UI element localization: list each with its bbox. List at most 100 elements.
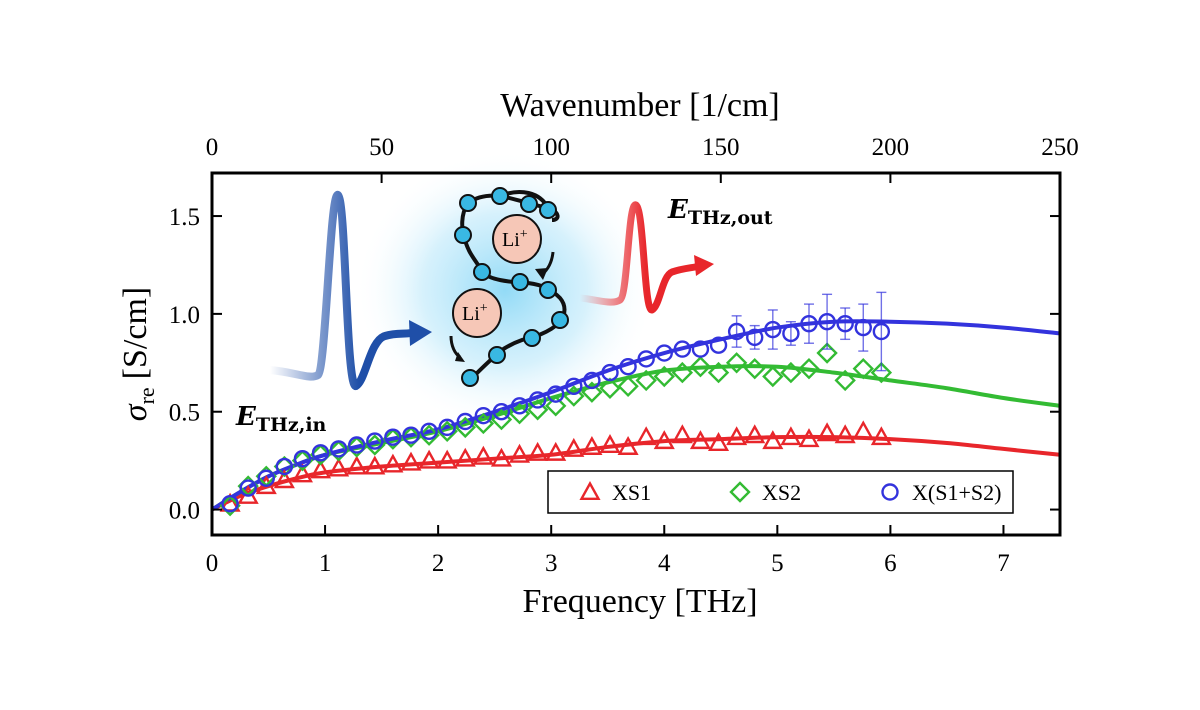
data-point-triangle xyxy=(816,422,838,442)
li-ion-label: Li+ xyxy=(462,301,488,325)
data-point-circle xyxy=(655,344,673,362)
data-point-triangle xyxy=(436,449,458,469)
data-point-triangle xyxy=(852,420,874,440)
data-point-circle xyxy=(854,318,872,337)
data-point-triangle xyxy=(798,428,820,448)
data-point-diamond xyxy=(219,494,241,517)
data-point-triangle xyxy=(328,457,350,477)
data-point-circle xyxy=(257,469,275,487)
data-point-triangle xyxy=(545,441,567,461)
x-tick-label: 4 xyxy=(658,550,671,577)
axis-ticks: 0 1 2 3 4 5 6 7 0 50 100 150 200 250 0.0 0.5 1.0 1.5 xyxy=(169,134,1079,577)
data-point-triangle xyxy=(563,437,585,457)
data-point-diamond xyxy=(418,424,440,446)
data-point-circle xyxy=(565,377,583,395)
li-ion-label: Li+ xyxy=(502,227,528,251)
data-point-diamond xyxy=(563,385,585,407)
data-point-diamond xyxy=(725,352,748,374)
data-point-diamond xyxy=(545,395,567,417)
x-tick-label: 6 xyxy=(884,550,897,577)
data-point-triangle xyxy=(653,430,675,450)
x-top-tick-label: 250 xyxy=(1041,134,1079,161)
molecule-illustration: Li+ Li+ ETHz,in ETHz,out xyxy=(235,150,773,436)
data-point-circle xyxy=(348,436,366,454)
data-point-circle xyxy=(510,397,529,415)
data-point-triangle xyxy=(762,430,784,450)
data-point-circle xyxy=(601,363,619,382)
data-point-triangle xyxy=(870,426,892,446)
data-point-triangle xyxy=(509,443,531,463)
outgoing-arrow-head xyxy=(694,255,714,276)
x-top-tick-label: 0 xyxy=(206,134,219,161)
x-top-tick-label: 100 xyxy=(532,134,570,161)
data-markers xyxy=(219,291,893,517)
x-top-tick-label: 50 xyxy=(369,134,394,161)
x-tick-label: 7 xyxy=(997,550,1010,577)
data-point-diamond xyxy=(291,449,314,472)
data-point-circle xyxy=(872,322,891,341)
data-point-circle xyxy=(709,336,728,354)
x-top-tick-label: 150 xyxy=(702,134,740,161)
legend-label: XS2 xyxy=(762,480,801,505)
data-point-circle xyxy=(492,403,511,421)
data-point-circle xyxy=(293,449,312,468)
data-point-circle xyxy=(619,358,637,376)
legend-marker-triangle xyxy=(579,481,601,500)
data-point-circle xyxy=(583,371,601,390)
data-point-triangle xyxy=(635,426,657,446)
data-point-triangle xyxy=(346,455,368,475)
data-point-triangle xyxy=(310,459,332,479)
data-point-circle xyxy=(637,350,655,368)
legend-box xyxy=(547,470,1014,514)
data-point-diamond xyxy=(382,428,404,450)
data-point-circle xyxy=(528,391,547,409)
data-point-triangle xyxy=(671,424,693,444)
data-point-diamond xyxy=(671,361,694,384)
data-point-diamond xyxy=(744,357,766,380)
data-point-triangle xyxy=(454,447,476,467)
data-point-circle xyxy=(402,426,420,444)
data-point-circle xyxy=(764,320,782,339)
data-point-circle xyxy=(547,385,565,403)
data-point-diamond xyxy=(327,440,350,462)
outgoing-pulse-wave xyxy=(576,201,704,314)
y-axis-title: σre[S/cm] xyxy=(117,287,159,421)
data-point-circle xyxy=(275,457,294,476)
data-point-triangle xyxy=(689,430,711,450)
data-point-triangle xyxy=(780,426,802,446)
data-point-diamond xyxy=(707,361,730,384)
data-point-diamond xyxy=(309,444,332,466)
data-point-diamond xyxy=(653,365,675,388)
data-point-circle xyxy=(221,494,239,513)
data-point-triangle xyxy=(418,449,440,469)
data-point-diamond xyxy=(617,375,639,397)
data-point-diamond xyxy=(581,381,603,403)
legend-label: X(S1+S2) xyxy=(912,480,1001,505)
data-point-circle xyxy=(239,479,257,497)
data-point-diamond xyxy=(599,377,621,399)
data-point-circle xyxy=(691,340,710,358)
x-tick-label: 3 xyxy=(545,550,558,577)
data-point-circle xyxy=(420,422,438,440)
top-axis-title: Wavenumber [1/cm] xyxy=(500,87,780,124)
incoming-arrow-head xyxy=(409,320,432,346)
y-tick-label: 1.0 xyxy=(169,302,200,329)
data-point-diamond xyxy=(436,420,458,442)
data-point-triangle xyxy=(490,447,512,467)
legend-marker-circle xyxy=(881,483,899,501)
data-point-diamond xyxy=(780,361,802,384)
data-point-triangle xyxy=(744,424,766,444)
data-point-triangle xyxy=(364,455,386,475)
data-point-diamond xyxy=(762,365,784,388)
data-point-circle xyxy=(438,418,456,437)
data-point-triangle xyxy=(273,469,295,489)
data-point-diamond xyxy=(834,369,856,392)
data-point-circle xyxy=(782,324,800,343)
data-point-triangle xyxy=(726,426,748,446)
data-point-diamond xyxy=(346,436,368,458)
data-point-diamond xyxy=(526,399,549,421)
data-point-circle xyxy=(727,322,746,341)
data-point-circle xyxy=(836,314,854,333)
data-point-diamond xyxy=(364,434,386,456)
